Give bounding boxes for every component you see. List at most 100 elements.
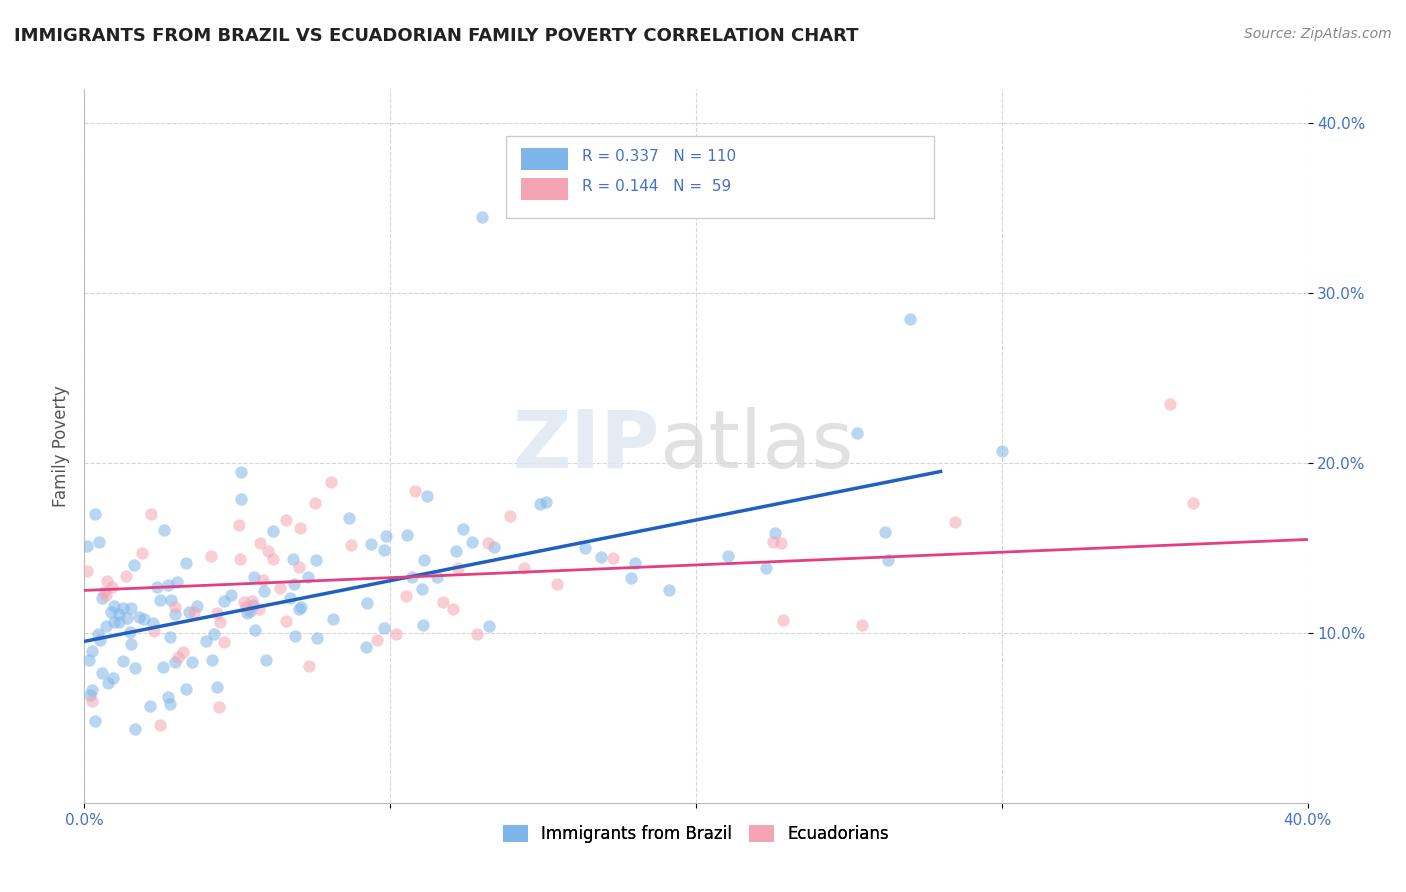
Point	[658, 583, 681, 598]
Point	[761, 535, 783, 549]
Point	[93, 584, 115, 599]
Point	[87, 627, 110, 641]
Point	[152, 523, 174, 537]
Point	[304, 496, 326, 510]
Point	[274, 614, 297, 628]
Point	[404, 484, 426, 499]
Point	[228, 518, 250, 533]
Point	[373, 621, 395, 635]
Point	[120, 637, 142, 651]
Point	[763, 525, 786, 540]
Point	[412, 553, 434, 567]
Point	[546, 576, 568, 591]
Point	[165, 599, 187, 614]
Point	[76, 539, 98, 553]
Point	[619, 571, 641, 585]
Point	[444, 544, 467, 558]
Point	[772, 613, 794, 627]
Point	[283, 552, 305, 566]
Point	[124, 661, 146, 675]
Point	[132, 612, 155, 626]
Point	[898, 311, 921, 326]
Point	[97, 676, 120, 690]
Point	[366, 633, 388, 648]
Point	[534, 495, 557, 509]
Point	[201, 653, 224, 667]
Point	[156, 578, 179, 592]
Point	[115, 568, 138, 582]
Point	[124, 558, 146, 572]
Point	[108, 607, 131, 621]
Point	[112, 654, 135, 668]
Point	[529, 497, 551, 511]
Point	[112, 600, 135, 615]
Point	[262, 552, 284, 566]
Point	[755, 561, 778, 575]
Point	[82, 683, 104, 698]
Point	[340, 538, 363, 552]
Point	[252, 573, 274, 587]
Point	[235, 600, 257, 615]
Point	[426, 569, 449, 583]
Point	[243, 623, 266, 637]
Point	[298, 659, 321, 673]
Point	[103, 599, 125, 613]
Text: ZIP: ZIP	[512, 407, 659, 485]
Point	[373, 542, 395, 557]
Point	[94, 618, 117, 632]
FancyBboxPatch shape	[522, 148, 568, 169]
Point	[375, 529, 398, 543]
Point	[249, 535, 271, 549]
Point	[247, 602, 270, 616]
Point	[183, 605, 205, 619]
Point	[477, 535, 499, 549]
Point	[149, 593, 172, 607]
Point	[94, 588, 117, 602]
Point	[103, 615, 125, 629]
Text: R = 0.337   N = 110: R = 0.337 N = 110	[582, 150, 737, 164]
Point	[80, 644, 103, 658]
Point	[432, 595, 454, 609]
Point	[84, 507, 107, 521]
Point	[174, 681, 197, 696]
Point	[415, 489, 437, 503]
Text: IMMIGRANTS FROM BRAZIL VS ECUADORIAN FAMILY POVERTY CORRELATION CHART: IMMIGRANTS FROM BRAZIL VS ECUADORIAN FAM…	[14, 27, 859, 45]
Point	[80, 693, 103, 707]
Point	[124, 723, 146, 737]
Point	[128, 610, 150, 624]
Point	[288, 560, 311, 574]
Point	[288, 602, 311, 616]
Point	[717, 549, 740, 564]
Point	[167, 650, 190, 665]
Point	[411, 582, 433, 596]
Point	[851, 618, 873, 632]
Point	[875, 525, 897, 540]
Point	[131, 545, 153, 559]
Point	[770, 536, 793, 550]
Point	[174, 556, 197, 570]
Point	[307, 631, 329, 645]
Point	[447, 560, 470, 574]
Point	[276, 512, 298, 526]
Point	[212, 594, 235, 608]
Legend: Immigrants from Brazil, Ecuadorians: Immigrants from Brazil, Ecuadorians	[495, 817, 897, 852]
Point	[219, 589, 242, 603]
Point	[159, 630, 181, 644]
Point	[478, 619, 501, 633]
Point	[877, 552, 900, 566]
Point	[91, 665, 114, 680]
Point	[322, 612, 344, 626]
Point	[290, 600, 312, 615]
Point	[846, 425, 869, 440]
Y-axis label: Family Poverty: Family Poverty	[52, 385, 70, 507]
Point	[229, 552, 252, 566]
Point	[163, 655, 186, 669]
Text: atlas: atlas	[659, 407, 853, 485]
Point	[624, 556, 647, 570]
FancyBboxPatch shape	[506, 136, 935, 218]
Point	[269, 581, 291, 595]
Point	[89, 633, 111, 648]
Point	[243, 569, 266, 583]
Point	[453, 522, 475, 536]
Point	[589, 550, 612, 565]
